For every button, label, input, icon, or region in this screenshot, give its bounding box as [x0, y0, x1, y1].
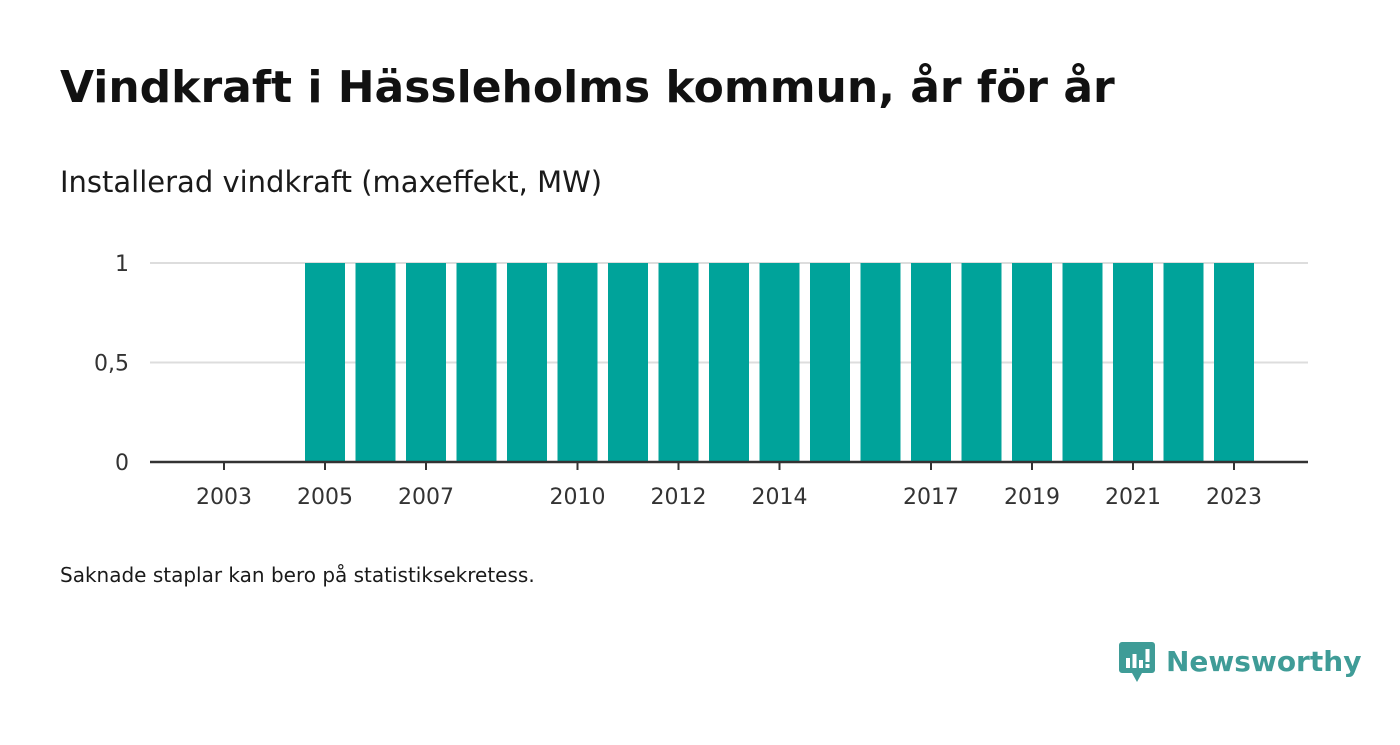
x-tick-label: 2005 [297, 485, 353, 510]
logo-text: Newsworthy [1166, 645, 1362, 678]
bar-2012 [658, 263, 699, 462]
footnote: Saknade staplar kan bero på statistiksek… [60, 563, 535, 587]
bar-chart: 0 0,5 1 2003 2005 2007 2010 2012 2014 2017 2019 202… [94, 252, 1308, 510]
x-tick-label: 2019 [1004, 485, 1060, 510]
x-tick-label: 2007 [398, 485, 454, 510]
bar-2018 [961, 263, 1002, 462]
bar-2005 [305, 263, 345, 462]
x-tick-label: 2017 [903, 485, 959, 510]
chart-title: Vindkraft i Hässleholms kommun, år för å… [60, 62, 1115, 113]
bar-2006 [355, 263, 396, 462]
bar-2021 [1113, 263, 1153, 462]
x-tick-label: 2003 [196, 485, 252, 510]
newsworthy-logo-icon [1119, 642, 1155, 682]
bar-2014 [759, 263, 800, 462]
x-tick-label: 2010 [550, 485, 606, 510]
bar-2016 [860, 263, 901, 462]
x-tick-label: 2014 [752, 485, 808, 510]
bar-2007 [406, 263, 446, 462]
x-tick-label: 2012 [651, 485, 707, 510]
bar-2009 [507, 263, 547, 462]
bar-2020 [1062, 263, 1103, 462]
bar-2022 [1163, 263, 1204, 462]
y-tick-label: 1 [115, 252, 129, 277]
bar-2010 [557, 263, 598, 462]
bar-2008 [456, 263, 497, 462]
x-tick-label: 2021 [1105, 485, 1161, 510]
bar-2023 [1214, 263, 1254, 462]
y-tick-label: 0 [115, 451, 129, 476]
bar-2015 [810, 263, 850, 462]
x-tick-label: 2023 [1206, 485, 1262, 510]
bar-2011 [608, 263, 648, 462]
chart-subtitle: Installerad vindkraft (maxeffekt, MW) [60, 165, 603, 199]
bar-2013 [709, 263, 749, 462]
newsworthy-logo: Newsworthy [1118, 640, 1361, 684]
y-tick-label: 0,5 [94, 352, 129, 377]
bar-2019 [1012, 263, 1052, 462]
bar-2017 [911, 263, 951, 462]
